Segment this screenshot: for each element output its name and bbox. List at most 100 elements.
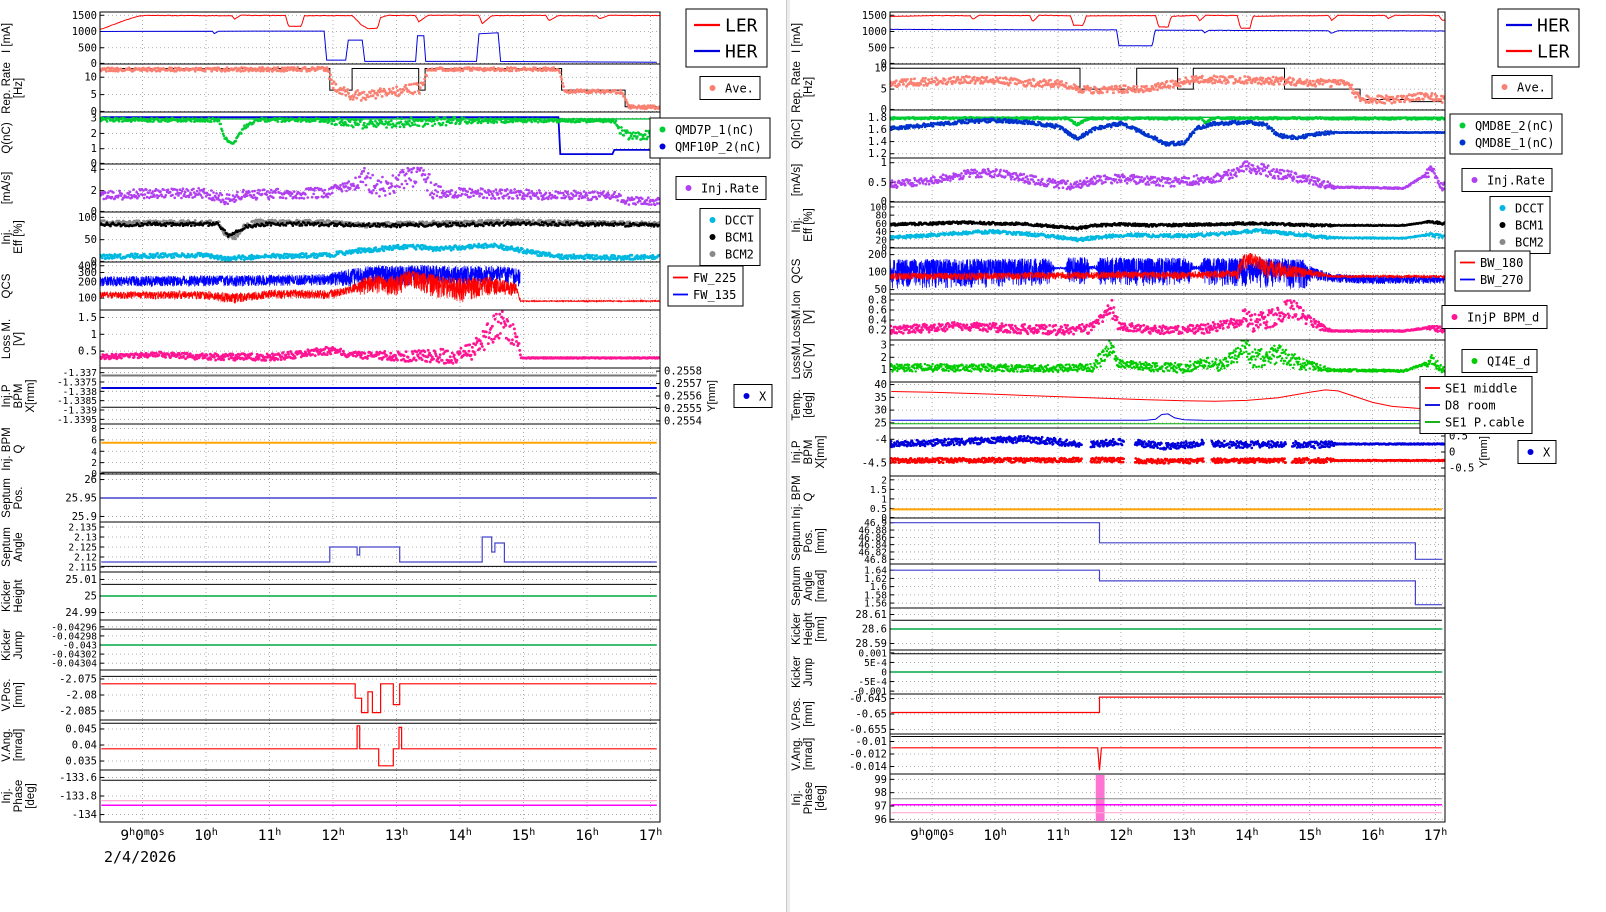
y-axis-label: SiC [V] [803,343,815,379]
y-tick-label: -133.8 [59,791,97,803]
y-tick-label: -133.6 [59,772,97,784]
legend-dot-marker [1499,222,1506,228]
y-tick-label: 0.5 [870,504,887,515]
y-tick-label: -2.08 [65,690,97,702]
y-tick-label: 28.6 [862,624,887,636]
legend-label: BCM1 [725,230,754,244]
y-tick-label: 1 [881,494,887,505]
y-tick-label: 1000 [72,26,97,38]
legend-right-beam-current: HER LER [1497,8,1580,68]
y-tick-label: 1 [881,157,887,169]
y-tick-label: -0.655 [849,724,887,736]
y-tick-label: 25 [84,591,97,603]
subplot-left-bunch-charge: 0 1 2 3 Q(nC) [1,111,661,170]
legend-label: X [1543,445,1551,459]
legend-left-inj-eff: DCCT BCM1 BCM2 [699,208,761,266]
y-tick-label: 24.99 [65,607,97,619]
y-axis-label: Jump [803,658,815,686]
subplot-right-bunch-charge: 1.21.41.61.8 Q[nC] [791,109,1446,160]
subplot-left-injp-bpm-x: -1.337-1.3375-1.338-1.3385-1.339-1.3395 0… [1,366,718,428]
y-tick-label: 2.13 [74,533,97,544]
y-axis-label: [Hz] [13,78,25,98]
y-axis-label: Inj. BPM [791,475,803,518]
y-tick-label: 0.04 [72,740,97,752]
y-axis-label: Kicker [1,580,13,612]
x-tick-label: 12h [321,827,345,844]
y-tick-label: -1.3375 [57,378,97,389]
y-axis-label: Inj. [791,217,803,232]
subplot-right-beam-current: 0 500 1000 1500 I [mA] [791,10,1446,70]
x-tick-label: 16h [1361,827,1385,844]
y-axis-label: Q[nC] [791,119,803,149]
y-axis-label: BPM [13,384,25,409]
y-tick-label: 2.115 [68,563,97,574]
y-axis-label: Temp. [791,389,803,420]
legend-label: BW_180 [1480,256,1523,270]
right-tick-label: 0 [1449,447,1455,459]
y-tick-label: 1.64 [864,566,887,577]
y-tick-label: 100 [868,267,887,279]
legend-right-loss-ion: InjP BPM_d [1441,305,1548,329]
y-axis-label: [mrad] [13,729,25,762]
y-tick-label: 60 [876,219,888,230]
y-tick-label: 1.6 [870,582,887,593]
legend-label: BCM2 [1515,235,1544,249]
subplot-right-qcs-loss: 50 100 200 QCS [791,247,1446,296]
legend-left-beam-current: LER HER [685,8,768,68]
y-axis-label: Q [13,444,25,453]
right-tick-label: -0.5 [1449,463,1474,475]
y-tick-label: 3 [91,113,97,125]
legend-dot-marker [1527,449,1534,455]
subplot-right-v-ang: -0.01-0.012-0.014 V.Ang. [mrad] [791,733,1446,775]
y-axis-label: BPM [803,440,815,465]
y-tick-label: 300 [78,267,97,279]
y-axis-label: Q(nC) [1,122,13,153]
x-tick-label: 16h [575,827,599,844]
y-tick-label: 1.6 [868,124,887,136]
right-axis-label: Y[mm] [1478,436,1490,468]
y-axis-label: [mrad] [803,738,815,771]
legend-label: FW_225 [693,271,736,285]
y-axis-label: Rep. Rate [791,61,803,113]
y-tick-label: 0.6 [868,305,887,317]
y-axis-label: I [mA] [791,23,803,53]
y-axis-label: Phase [13,780,25,813]
legend-left-qcs-loss: FW_225 FW_135 [667,265,744,307]
legend-right-temperature: SE1 middle D8 room SE1 P.cable [1419,376,1533,434]
y-tick-label: 200 [78,276,97,288]
legend-label: QMF10P_2(nC) [675,140,762,154]
y-tick-label: 97 [874,801,887,813]
y-tick-label: 500 [78,42,97,54]
y-tick-label: -0.043 [63,641,97,652]
right-tick-label: 0.2556 [664,391,702,403]
y-tick-label: 100 [78,293,97,305]
subplot-left-loss-inj-point: 0.5 1 1.5 Loss M. [V] [1,309,661,369]
y-tick-label: -0.01 [855,736,887,748]
legend-dot-marker [1459,139,1466,146]
y-tick-label: 2 [91,185,97,197]
y-tick-label: 50 [874,284,887,296]
y-tick-label: 0.8 [868,295,887,307]
y-tick-label: 500 [868,42,887,54]
y-tick-label: 200 [868,249,887,261]
legend-label: BCM1 [1515,218,1544,232]
y-tick-label: 30 [874,405,887,417]
legend-label: LER [1537,41,1570,62]
y-tick-label: 400 [78,260,97,272]
y-tick-label: 1 [881,364,887,376]
y-axis-label: Septum [791,566,803,606]
legend-label: HER [725,41,758,62]
legend-label: FW_135 [693,288,736,302]
y-tick-label: 0.2 [868,325,887,337]
y-axis-label: Eff [%] [803,208,815,242]
y-tick-label: -0.04304 [51,659,97,670]
legend-dot-marker [709,217,716,223]
y-axis-label: Height [803,612,815,646]
legend-left-bunch-charge: QMD7P_1(nC) QMF10P_2(nC) [649,117,771,159]
y-tick-label: 0 [91,158,97,170]
x-tick-label: 10h [194,827,218,844]
y-tick-label: 28.61 [855,609,887,621]
